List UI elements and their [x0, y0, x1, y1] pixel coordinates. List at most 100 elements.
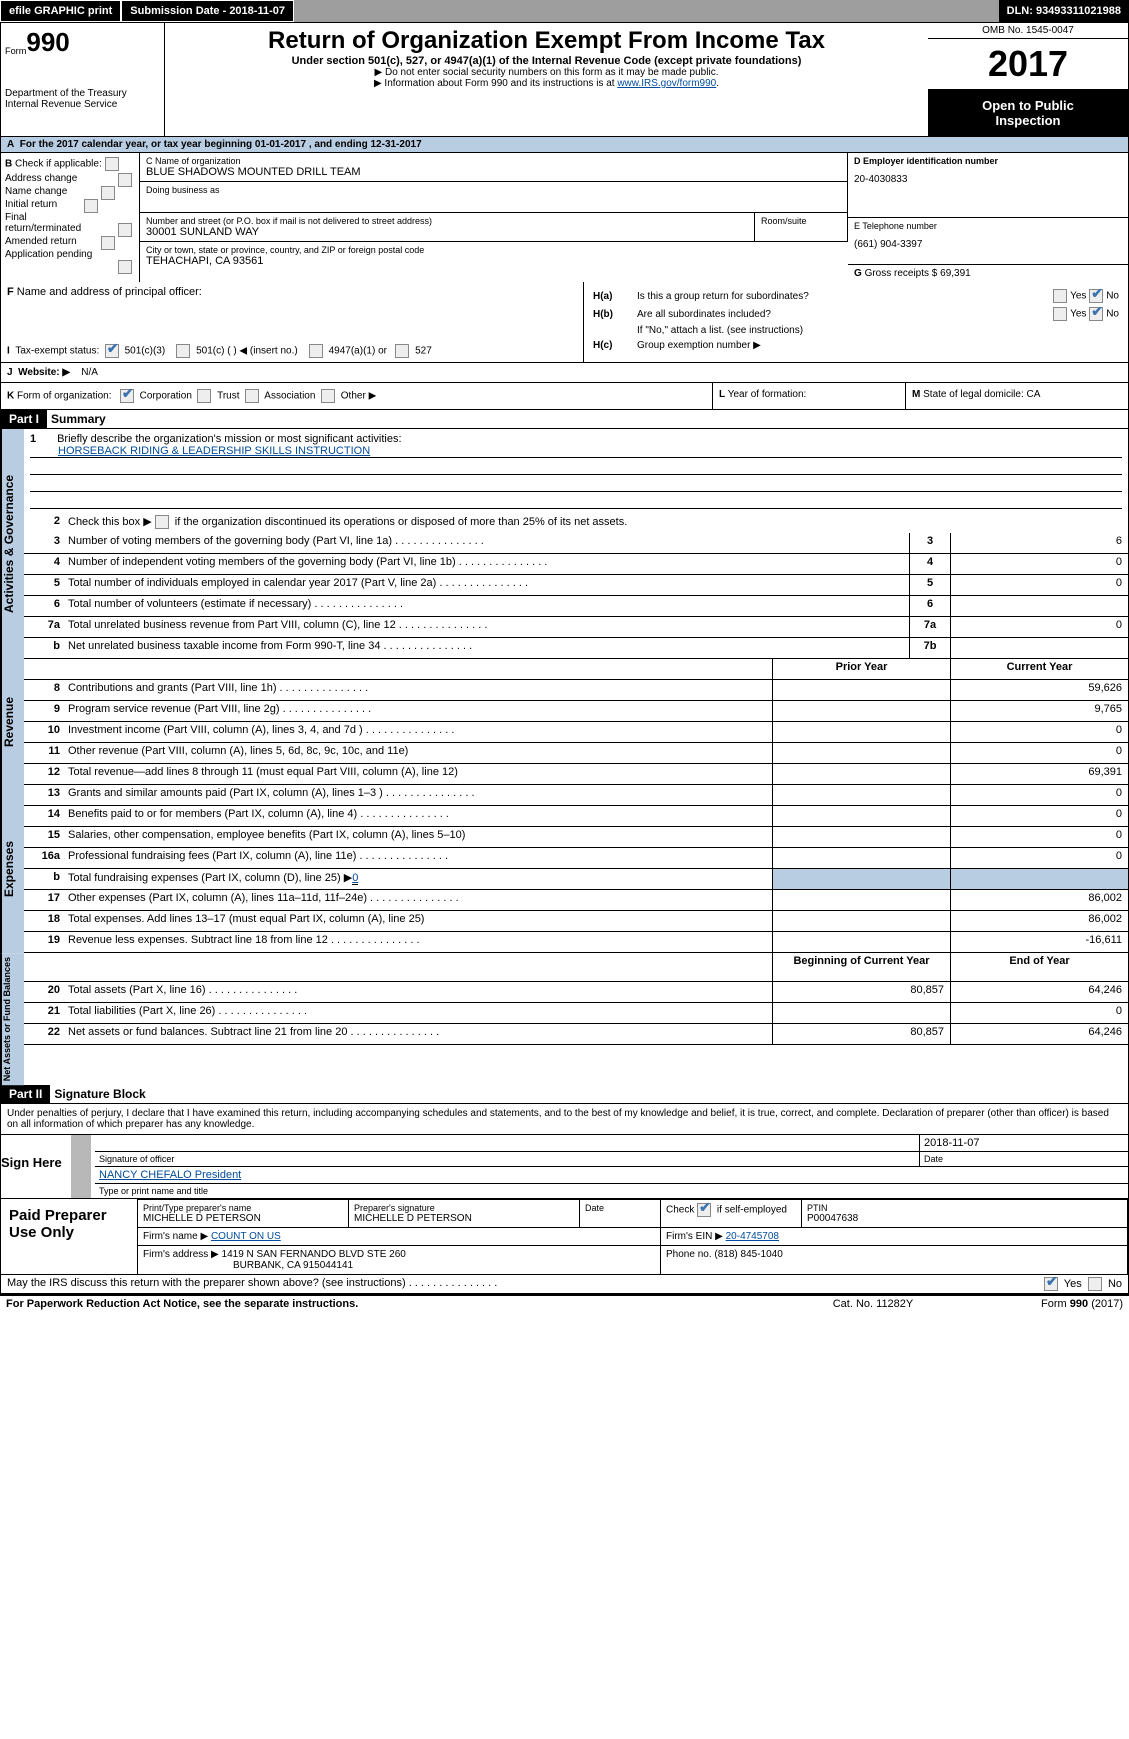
cb-address-change[interactable]: [118, 173, 132, 187]
open-public-1: Open to Public: [982, 98, 1074, 113]
l4-box: 4: [909, 554, 950, 574]
cb-ha-no[interactable]: [1089, 289, 1103, 303]
form-title: Return of Organization Exempt From Incom…: [173, 27, 920, 55]
opt-trust: Trust: [217, 391, 239, 402]
open-public-2: Inspection: [995, 113, 1060, 128]
prep-name: MICHELLE D PETERSON: [143, 1213, 343, 1224]
cb-final-return[interactable]: [118, 223, 132, 237]
part1-expenses: Expenses 13Grants and similar amounts pa…: [1, 785, 1128, 953]
m-text: State of legal domicile: CA: [923, 389, 1040, 400]
efile-print-button[interactable]: efile GRAPHIC print: [0, 0, 121, 22]
cb-hb-no[interactable]: [1089, 307, 1103, 321]
l16b-val[interactable]: 0: [352, 872, 358, 885]
dba-label: Doing business as: [146, 185, 841, 195]
submission-date: Submission Date - 2018-11-07: [121, 0, 294, 22]
prep-sig: MICHELLE D PETERSON: [354, 1213, 574, 1224]
l1-text: Briefly describe the organization's miss…: [57, 433, 401, 445]
hb-yes: Yes: [1070, 309, 1086, 320]
ein: 20-4030833: [854, 174, 1122, 185]
hdr-end: End of Year: [950, 953, 1128, 981]
cb-name-change[interactable]: [101, 186, 115, 200]
l16a-text: Professional fundraising fees (Part IX, …: [64, 848, 772, 868]
strip-netassets: Net Assets or Fund Balances: [1, 953, 24, 1085]
cb-applicable[interactable]: [105, 157, 119, 171]
l10-text: Investment income (Part VIII, column (A)…: [64, 722, 772, 742]
l6-num: 6: [24, 596, 64, 616]
discuss-text: May the IRS discuss this return with the…: [7, 1277, 406, 1289]
l11-text: Other revenue (Part VIII, column (A), li…: [64, 743, 772, 763]
l15-prior: [772, 827, 950, 847]
l12-text: Total revenue—add lines 8 through 11 (mu…: [64, 764, 772, 784]
l7b-num: b: [24, 638, 64, 658]
cb-hb-yes[interactable]: [1053, 307, 1067, 321]
sign-here: Sign Here: [1, 1135, 71, 1198]
l6-box: 6: [909, 596, 950, 616]
l18-text: Total expenses. Add lines 13–17 (must eq…: [64, 911, 772, 931]
firm-addr2: BURBANK, CA 915044141: [233, 1260, 353, 1271]
officer-name[interactable]: NANCY CHEFALO President: [95, 1167, 245, 1183]
hdr-beg: Beginning of Current Year: [772, 953, 950, 981]
l19-num: 19: [24, 932, 64, 952]
row-a: A For the 2017 calendar year, or tax yea…: [1, 137, 1128, 153]
l12-curr: 69,391: [950, 764, 1128, 784]
l19-text: Revenue less expenses. Subtract line 18 …: [64, 932, 772, 952]
cb-amended[interactable]: [101, 236, 115, 250]
l8-prior: [772, 680, 950, 700]
i-label: I: [7, 346, 10, 357]
row-k: K Form of organization: Corporation Trus…: [1, 383, 1128, 410]
hb-label: H(b): [593, 309, 613, 320]
cb-corp[interactable]: [120, 389, 134, 403]
section-bc: B Check if applicable: Address change Na…: [1, 153, 1128, 282]
cb-self-emp[interactable]: [697, 1203, 711, 1217]
l15-num: 15: [24, 827, 64, 847]
l7a-num: 7a: [24, 617, 64, 637]
cb-final-return-label: Final return/terminated: [5, 212, 81, 234]
opt-assoc: Association: [264, 391, 315, 402]
cb-pending[interactable]: [118, 260, 132, 274]
i-text: Tax-exempt status:: [15, 346, 99, 357]
l5-val: 0: [950, 575, 1128, 595]
dept-treasury: Department of the Treasury: [5, 88, 160, 99]
cb-assoc[interactable]: [245, 389, 259, 403]
col-b-label: B: [5, 159, 12, 170]
prep-name-label: Print/Type preparer's name: [143, 1203, 343, 1213]
topbar: efile GRAPHIC print Submission Date - 20…: [0, 0, 1129, 22]
opt-501c3: 501(c)(3): [125, 346, 166, 357]
cb-other[interactable]: [321, 389, 335, 403]
cb-501c[interactable]: [176, 344, 190, 358]
l18-curr: 86,002: [950, 911, 1128, 931]
l22-prior: 80,857: [772, 1024, 950, 1044]
cb-discuss-no[interactable]: [1088, 1277, 1102, 1291]
l9-num: 9: [24, 701, 64, 721]
cb-501c3[interactable]: [105, 344, 119, 358]
cb-l2[interactable]: [155, 515, 169, 529]
strip-revenue: Revenue: [1, 659, 24, 785]
firm-phone-label: Phone no.: [666, 1249, 712, 1260]
hdr-curr: Current Year: [950, 659, 1128, 679]
l7b-box: 7b: [909, 638, 950, 658]
cb-ha-yes[interactable]: [1053, 289, 1067, 303]
l13-num: 13: [24, 785, 64, 805]
l1-num: 1: [30, 433, 54, 445]
l8-curr: 59,626: [950, 680, 1128, 700]
l6-val: [950, 596, 1128, 616]
k-label: K: [7, 391, 14, 402]
irs-link[interactable]: www.IRS.gov/form990: [617, 78, 716, 89]
hc-text: Group exemption number ▶: [636, 339, 1120, 352]
firm-ein[interactable]: 20-4745708: [726, 1231, 779, 1242]
cb-trust[interactable]: [197, 389, 211, 403]
hdr-prior: Prior Year: [772, 659, 950, 679]
firm-name[interactable]: COUNT ON US: [211, 1231, 281, 1242]
mission[interactable]: HORSEBACK RIDING & LEADERSHIP SKILLS INS…: [30, 445, 1122, 458]
f-text: Name and address of principal officer:: [17, 286, 202, 298]
cb-name-change-label: Name change: [5, 186, 67, 197]
cb-discuss-yes[interactable]: [1044, 1277, 1058, 1291]
col-b-intro: Check if applicable:: [15, 159, 102, 170]
hb-note: If "No," attach a list. (see instruction…: [636, 324, 1120, 337]
row-a-label: A: [7, 139, 14, 150]
cb-4947[interactable]: [309, 344, 323, 358]
cb-initial-return[interactable]: [84, 199, 98, 213]
firm-name-label: Firm's name ▶: [143, 1231, 208, 1242]
cb-527[interactable]: [395, 344, 409, 358]
l15-curr: 0: [950, 827, 1128, 847]
